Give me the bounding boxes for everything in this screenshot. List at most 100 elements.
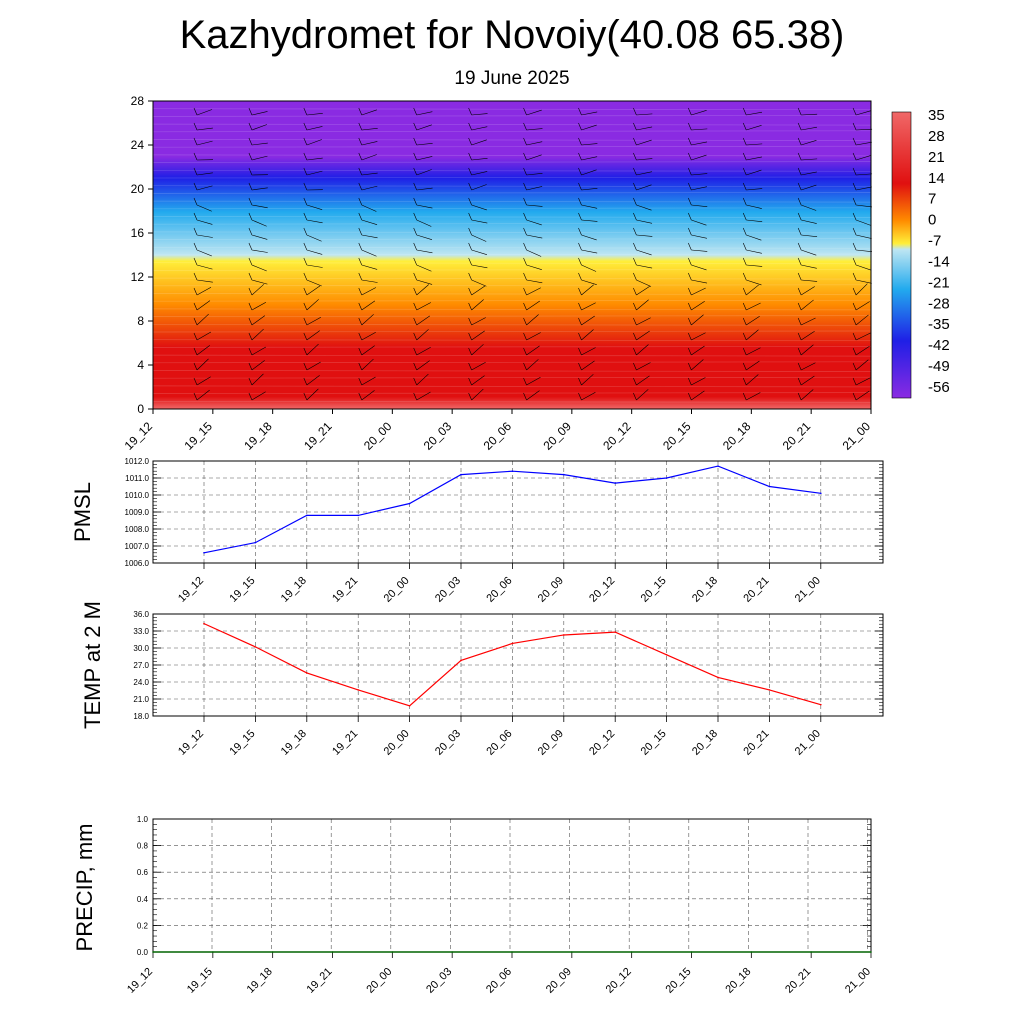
x-tick-label: 20_12 <box>604 966 634 996</box>
wind-barb-flag <box>633 287 637 296</box>
wind-barb-flag <box>413 362 417 371</box>
wind-barb <box>691 359 704 371</box>
wind-barb-flag <box>248 377 253 386</box>
wind-barb-flag <box>413 167 417 176</box>
wind-barb <box>196 234 213 238</box>
wind-barb-flag <box>797 302 802 311</box>
wind-barb-flag <box>852 182 857 191</box>
wind-barb-flag <box>523 302 527 311</box>
wind-barb <box>746 143 763 146</box>
wind-barb <box>581 143 598 146</box>
wind-barb <box>416 187 433 191</box>
wind-barb <box>306 157 323 161</box>
wind-barb-flag <box>468 212 472 221</box>
wind-barb <box>361 390 375 401</box>
wind-barb-flag <box>523 257 527 266</box>
wind-barb <box>636 249 652 256</box>
wind-barb-flag <box>633 152 637 161</box>
x-tick-label: 20_21 <box>783 966 813 996</box>
y-tick-label: 0 <box>137 402 144 416</box>
wind-barb <box>361 358 374 371</box>
wind-barb <box>416 373 429 386</box>
wind-barb <box>196 345 210 356</box>
contour-line <box>152 145 872 148</box>
colorbar-bar <box>891 111 912 399</box>
wind-barb-flag <box>742 242 747 251</box>
wind-barb-flag <box>468 137 472 146</box>
data-point <box>511 642 514 645</box>
x-tick-label: 20_21 <box>741 728 771 758</box>
y-axis-label: PRECIP, mm <box>72 824 97 952</box>
colorbar-label: 28 <box>928 128 945 145</box>
wind-barb <box>856 173 873 176</box>
colorbar-label: -14 <box>928 253 950 270</box>
wind-barb <box>856 186 872 191</box>
wind-barb <box>306 330 320 341</box>
wind-barb-flag <box>688 242 692 251</box>
data-point <box>870 951 872 953</box>
wind-barb <box>196 127 213 131</box>
wind-barb <box>306 361 321 371</box>
wind-barb-flag <box>248 152 253 161</box>
x-tick-label: 19_18 <box>241 419 275 453</box>
wind-barb-flag <box>797 242 802 251</box>
data-point <box>511 470 514 473</box>
data-point <box>614 482 616 484</box>
data-point <box>152 951 154 953</box>
pmsl-panel: 1006.0 1007.0 1008.0 1009.0 1010.0 1011.0 1012… <box>70 457 884 605</box>
wind-barb <box>801 219 817 224</box>
wind-barb <box>636 139 652 146</box>
wind-barb-flag <box>852 107 857 116</box>
wind-barb <box>361 128 378 131</box>
wind-barb <box>636 113 653 116</box>
wind-barb-flag <box>633 242 637 251</box>
contour-line <box>152 253 872 256</box>
contour-line <box>152 154 872 157</box>
wind-barb <box>471 279 487 287</box>
colorbar-label: 35 <box>928 107 945 124</box>
wind-barb-flag <box>413 227 417 236</box>
y-tick-label: 0.2 <box>137 921 149 930</box>
wind-barb-flag <box>523 107 527 116</box>
wind-barb-flag <box>413 347 417 356</box>
wind-barb-flag <box>578 287 582 296</box>
wind-barb <box>471 344 484 356</box>
wind-barb-flag <box>578 242 582 251</box>
wind-barb <box>471 158 488 161</box>
wind-barb <box>526 141 543 146</box>
wind-barb <box>416 204 433 209</box>
wind-barb <box>361 345 375 356</box>
wind-barb-flag <box>852 167 857 176</box>
wind-barb <box>691 264 707 271</box>
wind-barb-flag <box>688 332 692 341</box>
wind-barb <box>636 184 652 191</box>
wind-barb <box>746 392 761 401</box>
wind-barb <box>306 388 319 401</box>
wind-barb-flag <box>523 272 527 281</box>
contour-line <box>152 246 872 249</box>
data-point <box>630 951 633 953</box>
data-point <box>408 705 411 707</box>
y-tick-label: 1.0 <box>137 815 149 824</box>
wind-barb-flag <box>248 317 253 326</box>
wind-barb-flag <box>303 272 308 281</box>
wind-barb <box>746 264 763 267</box>
wind-barb <box>196 331 212 341</box>
wind-barb <box>636 389 649 401</box>
x-tick-label: 19_21 <box>330 728 360 758</box>
x-tick-label: 19_15 <box>185 966 215 996</box>
wind-barb <box>361 300 376 311</box>
wind-barb-flag <box>797 257 802 266</box>
contour-line <box>152 376 872 379</box>
wind-barb-flag <box>248 287 253 296</box>
wind-barb-flag <box>797 317 802 326</box>
x-tick-label: 19_21 <box>305 966 335 996</box>
wind-barb-flag <box>468 182 472 191</box>
wind-barb-flag <box>193 317 198 326</box>
wind-barb <box>361 287 377 296</box>
wind-barb <box>636 264 653 269</box>
data-point <box>768 485 771 488</box>
wind-barb-flag <box>358 362 363 371</box>
wind-barb-flag <box>852 392 857 401</box>
wind-barb <box>526 154 542 161</box>
